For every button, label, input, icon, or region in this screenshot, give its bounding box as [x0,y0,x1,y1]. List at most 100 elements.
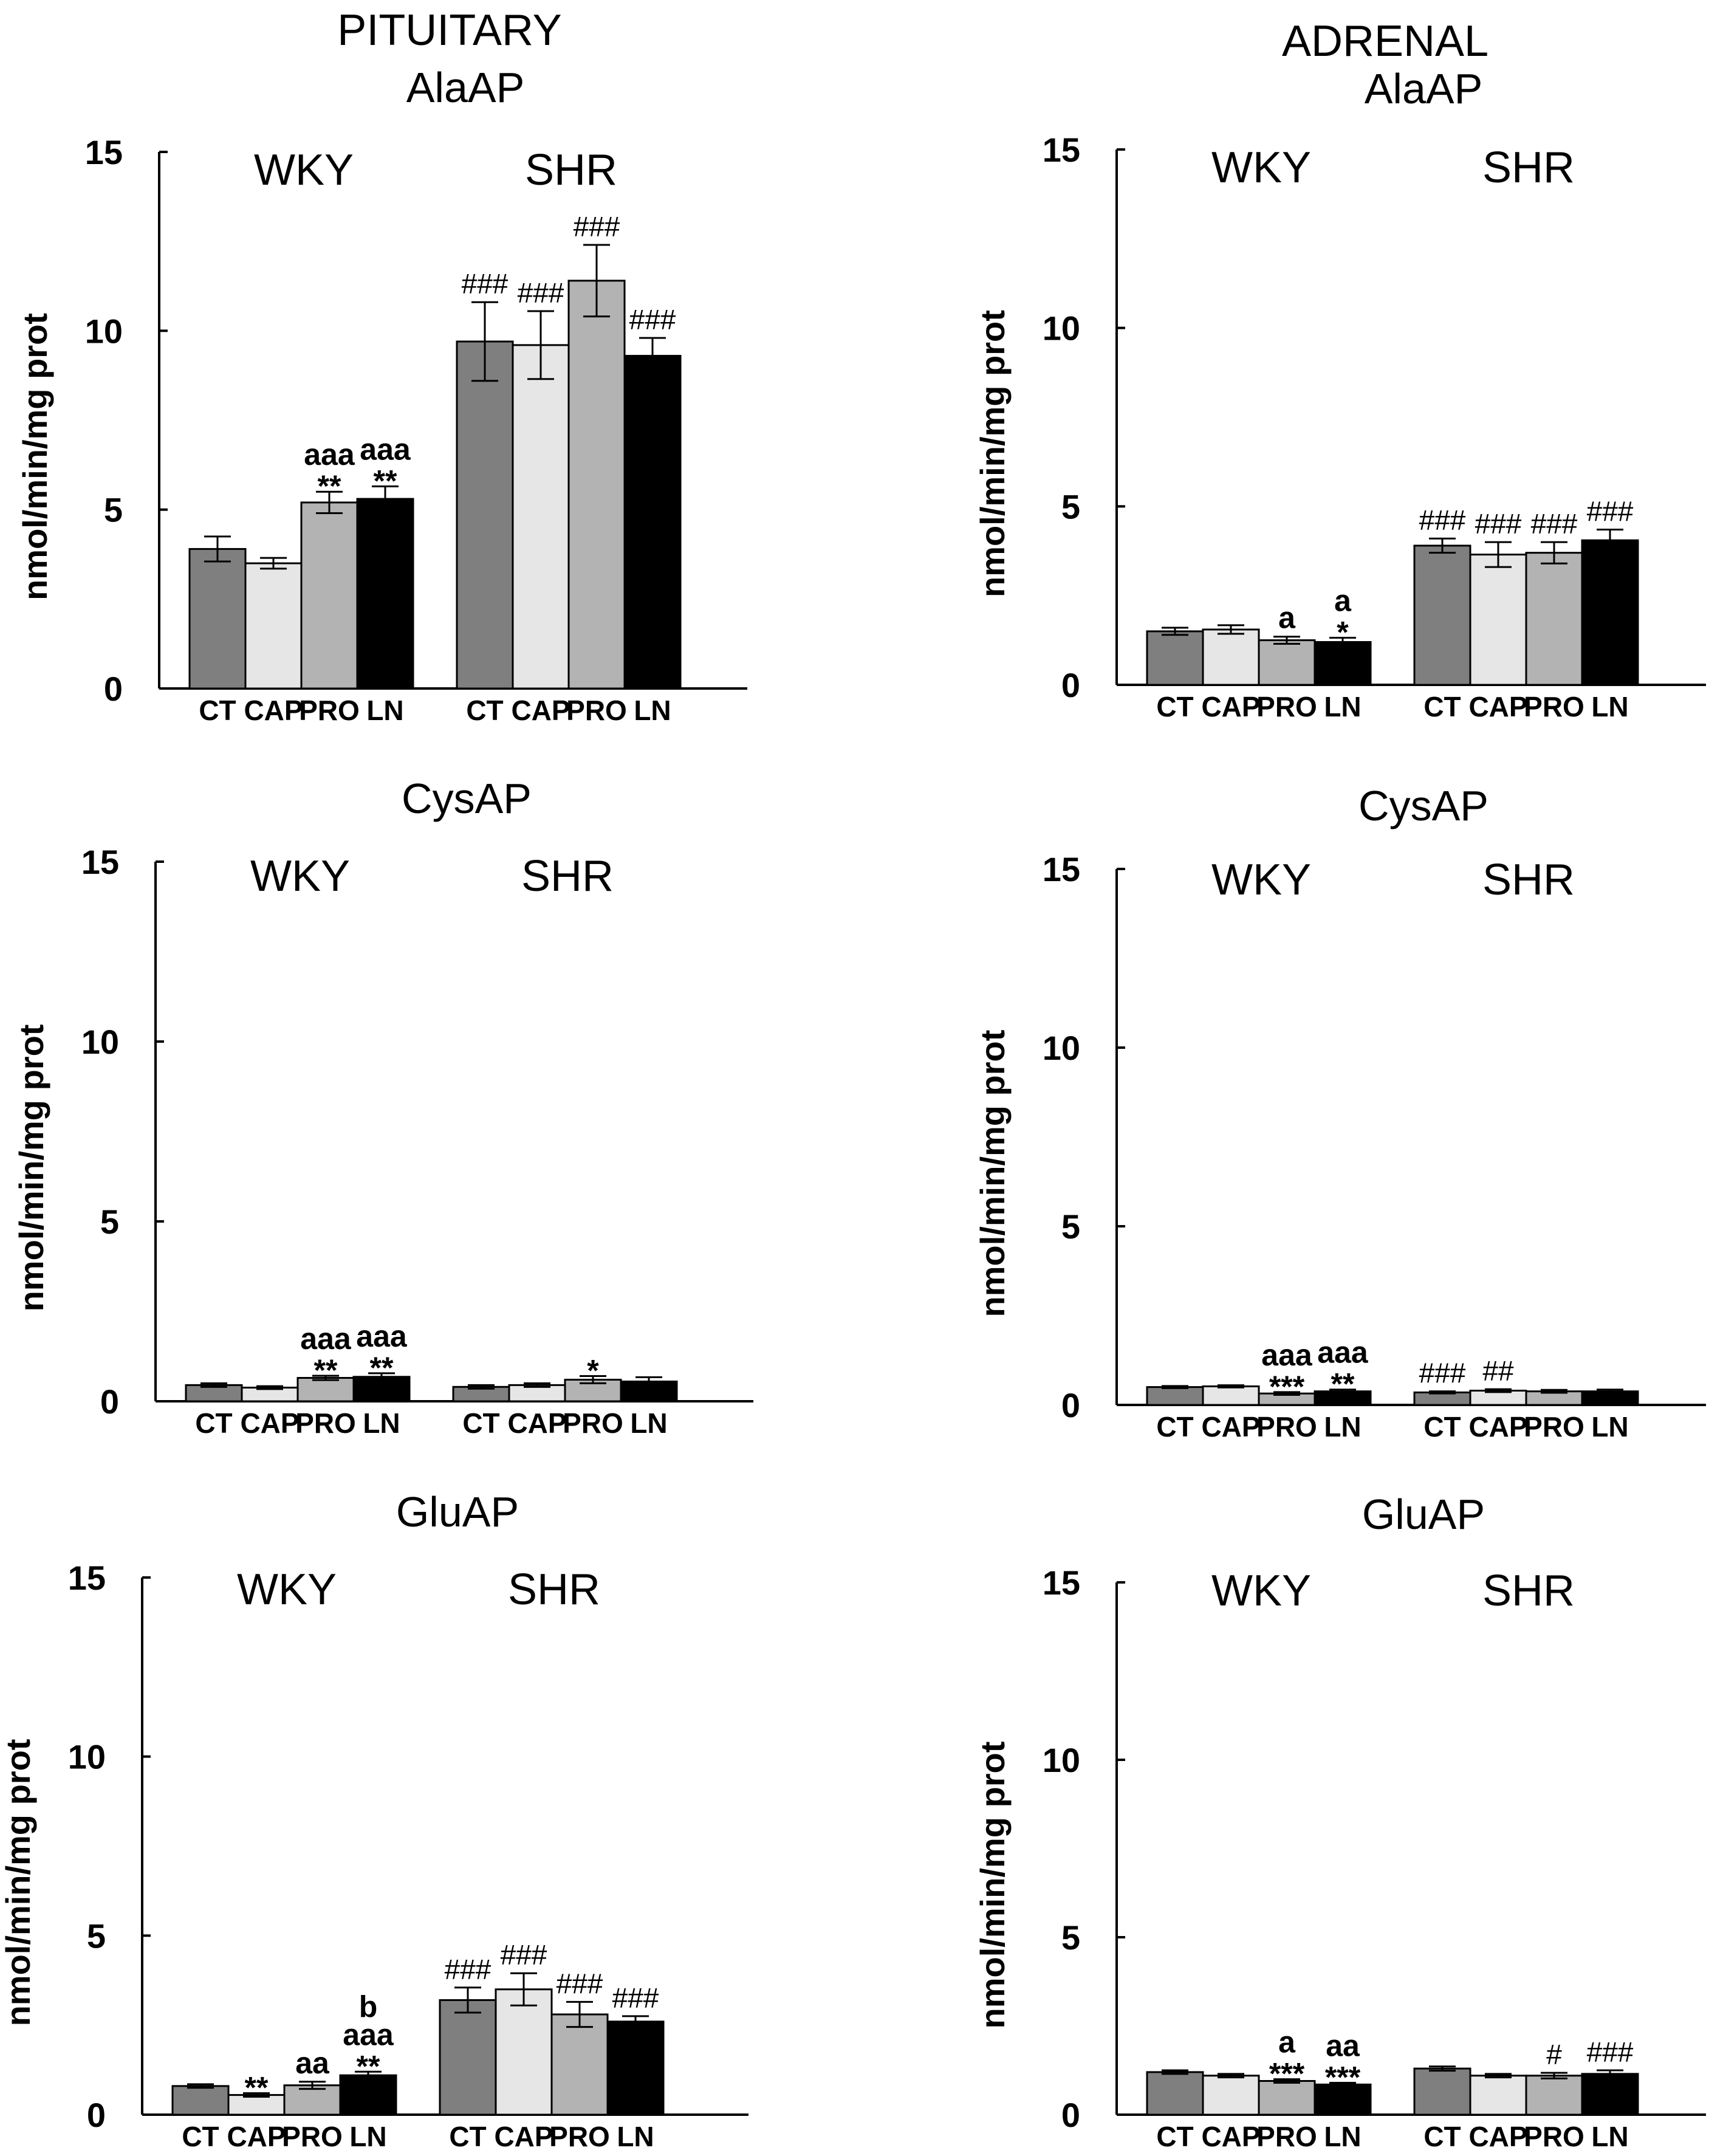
adrenal-heading: ADRENAL [1282,17,1488,66]
category-label: PRO [1524,2121,1584,2152]
chart-title: AlaAP [1365,65,1483,112]
bar [283,2084,341,2116]
category-label: CT [199,695,236,726]
category-label: CAP [1201,1411,1260,1443]
category-label: PRO [1524,691,1584,723]
y-tick-label: 5 [87,1917,106,1955]
significance-label: * [1337,615,1349,649]
category-label: PRO [1256,1411,1317,1443]
significance-label: ### [1419,504,1466,536]
category-label: CT [1156,691,1193,723]
group-label: SHR [521,852,614,901]
category-label: CT [182,2121,219,2152]
y-tick-label: 0 [100,1382,119,1421]
y-axis-label: nmol/min/mg prot [16,313,54,600]
significance-label: ** [314,1353,338,1387]
group-label: WKY [1211,856,1311,904]
y-axis-label: nmol/min/mg prot [973,1742,1012,2029]
group-label: SHR [1482,143,1575,192]
category-label: LN [363,1407,400,1439]
bar [1413,2067,1471,2116]
group-label: SHR [525,146,617,194]
significance-label: ** [374,464,397,498]
y-tick-label: 0 [1061,2096,1080,2134]
group-label: SHR [1482,856,1575,904]
bar [495,1988,553,2116]
group-label: WKY [1211,143,1311,192]
chart-title: AlaAP [406,64,525,111]
significance-label: ### [1531,508,1578,540]
y-tick-label: 10 [1043,309,1080,348]
category-label: CT [449,2121,486,2152]
y-tick-label: 5 [1061,487,1080,526]
category-label: PRO [1256,2121,1317,2152]
significance-label: a [1334,583,1352,617]
chart-title: GluAP [396,1488,519,1536]
bar [550,2013,609,2116]
y-tick-label: 15 [81,843,119,881]
category-label: CAP [1468,691,1527,723]
significance-label: ### [574,211,620,242]
y-tick-label: 5 [100,1203,119,1241]
category-label: PRO [566,695,627,726]
bar [244,562,303,690]
significance-label: ### [518,277,564,309]
category-label: CAP [244,695,303,726]
group-label: WKY [237,1565,337,1614]
bar [1581,539,1639,686]
significance-label: aaa [356,1319,408,1353]
bar [567,280,626,690]
category-label: CT [466,695,503,726]
category-label: LN [1324,2121,1361,2152]
y-tick-label: 5 [1061,1918,1080,1957]
y-tick-label: 15 [85,133,123,171]
group-label: WKY [254,146,354,194]
bar [356,498,414,690]
bar [1469,554,1527,686]
bar [1146,2071,1204,2116]
group-label: WKY [1211,1567,1311,1615]
significance-label: ### [629,304,676,335]
bar [1469,2075,1527,2116]
category-label: PRO [1256,691,1317,723]
y-tick-label: 0 [1061,1386,1080,1424]
significance-label: aaa [304,438,355,472]
y-tick-label: 5 [1061,1207,1080,1246]
significance-label: *** [1269,2057,1305,2091]
significance-label: ### [445,1954,492,1985]
category-label: LN [366,695,403,726]
significance-label: ** [318,469,341,503]
category-label: CT [1156,1411,1193,1443]
bar [1581,2073,1639,2116]
y-tick-label: 15 [68,1559,106,1597]
significance-label: ** [357,2049,380,2083]
bar [1202,628,1260,686]
bar [1202,1385,1260,1406]
significance-label: ## [1482,1355,1514,1387]
category-label: LN [1591,1411,1628,1443]
significance-label: a [1278,2025,1296,2059]
category-label: LN [1324,1411,1361,1443]
group-label: SHR [508,1565,600,1614]
y-tick-label: 15 [1043,1564,1080,1602]
category-label: CAP [1201,691,1260,723]
chart-title: CysAP [402,775,532,822]
significance-label: ** [1331,1367,1355,1401]
significance-label: # [1546,2039,1562,2070]
significance-label: aaa [300,1322,352,1356]
significance-label: *** [1269,1370,1305,1404]
significance-label: aaa [360,432,411,466]
significance-label: ### [612,1982,659,2014]
group-label: SHR [1482,1567,1575,1615]
bar [188,548,247,690]
significance-label: *** [1325,2060,1361,2094]
significance-label: aa [1326,2028,1360,2062]
significance-label: ### [1419,1358,1466,1389]
category-label: LN [1324,691,1361,723]
significance-label: aaa [343,2017,394,2051]
bar [439,1999,497,2116]
category-label: CAP [507,1407,566,1439]
